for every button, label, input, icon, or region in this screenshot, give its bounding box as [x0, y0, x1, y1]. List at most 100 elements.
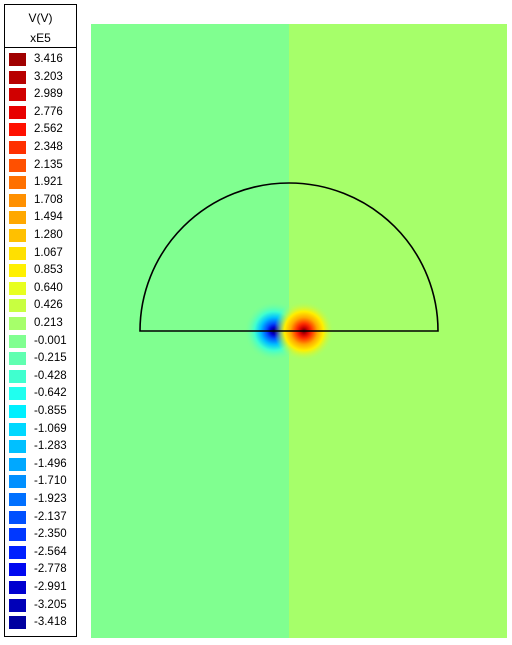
- legend-label: 1.280: [34, 229, 63, 241]
- legend-entry: -0.855: [9, 405, 75, 418]
- color-legend: V(V) xE5 3.416 3.203 2.989 2.776 2.562 2.348 2…: [4, 4, 77, 637]
- legend-scale-factor: xE5: [30, 31, 51, 45]
- legend-label: 1.921: [34, 176, 63, 189]
- legend-entry: -0.642: [9, 387, 75, 401]
- legend-label: 0.213: [34, 317, 63, 329]
- legend-swatch: [9, 176, 26, 190]
- legend-label: -2.991: [34, 581, 67, 593]
- legend-swatch: [9, 440, 26, 454]
- legend-swatch: [9, 299, 26, 313]
- legend-label: -1.283: [34, 440, 67, 453]
- legend-swatch: [9, 405, 26, 418]
- legend-entry: 2.135: [9, 158, 75, 172]
- legend-swatch: [9, 193, 26, 207]
- legend-swatch: [9, 70, 26, 84]
- legend-entry: 1.280: [9, 229, 75, 242]
- legend-entry: 0.640: [9, 281, 75, 295]
- legend-label: -2.350: [34, 528, 67, 541]
- legend-swatch: [9, 53, 26, 66]
- legend-swatch: [9, 105, 26, 119]
- legend-entry: 0.853: [9, 264, 75, 278]
- legend-swatch: [9, 264, 26, 278]
- legend-label: 0.426: [34, 299, 63, 312]
- legend-swatch: [9, 141, 26, 154]
- legend-entry: -0.215: [9, 352, 75, 366]
- legend-entry: -0.001: [9, 334, 75, 348]
- legend-entry: -1.923: [9, 493, 75, 506]
- legend-swatch: [9, 88, 26, 102]
- legend-entry: -2.778: [9, 563, 75, 577]
- legend-label: 1.067: [34, 246, 63, 259]
- legend-entry: -1.069: [9, 422, 75, 436]
- legend-label: 0.640: [34, 281, 63, 294]
- legend-label: -2.778: [34, 563, 67, 576]
- legend-header: V(V) xE5: [5, 5, 76, 48]
- legend-title: V(V): [28, 11, 53, 25]
- legend-label: 3.203: [34, 70, 63, 83]
- legend-swatch: [9, 422, 26, 436]
- legend-entry: 0.213: [9, 317, 75, 330]
- legend-entry: -3.205: [9, 598, 75, 612]
- legend-label: -0.215: [34, 352, 67, 365]
- legend-label: -0.001: [34, 334, 67, 347]
- legend-label: 2.562: [34, 123, 63, 136]
- legend-entry: -1.710: [9, 475, 75, 489]
- legend-swatch: [9, 352, 26, 366]
- potential-field-plot: [91, 24, 507, 638]
- legend-label: -0.642: [34, 387, 67, 400]
- legend-swatch: [9, 281, 26, 295]
- legend-entry: 1.921: [9, 176, 75, 190]
- legend-swatch: [9, 334, 26, 348]
- legend-swatch: [9, 211, 26, 225]
- legend-label: -2.564: [34, 545, 67, 558]
- legend-entry: 2.348: [9, 141, 75, 154]
- legend-entry: 1.494: [9, 211, 75, 225]
- legend-label: -1.923: [34, 493, 67, 505]
- legend-label: 3.416: [34, 53, 63, 65]
- legend-swatch: [9, 545, 26, 559]
- legend-swatch: [9, 229, 26, 242]
- semicircle-outline: [139, 182, 439, 332]
- legend-swatch: [9, 317, 26, 330]
- legend-entry: -2.564: [9, 545, 75, 559]
- legend-swatch: [9, 510, 26, 524]
- legend-entry: -2.137: [9, 510, 75, 524]
- legend-label: 1.708: [34, 193, 63, 206]
- legend-swatch: [9, 475, 26, 489]
- legend-label: 2.989: [34, 88, 63, 101]
- legend-label: 2.776: [34, 105, 63, 118]
- legend-label: -2.137: [34, 510, 67, 523]
- legend-entry: 3.203: [9, 70, 75, 84]
- legend-label: 0.853: [34, 264, 63, 277]
- legend-swatch: [9, 457, 26, 471]
- legend-label: -1.069: [34, 422, 67, 435]
- legend-entry: 3.416: [9, 53, 75, 66]
- legend-label: 1.494: [34, 211, 63, 224]
- legend-label: -3.205: [34, 598, 67, 611]
- legend-entry: 1.067: [9, 246, 75, 260]
- legend-swatch: [9, 123, 26, 137]
- legend-label: -0.428: [34, 369, 67, 382]
- legend-label: 2.135: [34, 158, 63, 171]
- legend-swatch: [9, 581, 26, 594]
- legend-swatch: [9, 158, 26, 172]
- legend-label: -1.496: [34, 457, 67, 470]
- legend-entry: -2.350: [9, 528, 75, 542]
- legend-label: -0.855: [34, 405, 67, 417]
- legend-entry: 2.776: [9, 105, 75, 119]
- legend-label: -1.710: [34, 475, 67, 488]
- legend-label: 2.348: [34, 141, 63, 153]
- legend-entry: 2.562: [9, 123, 75, 137]
- legend-entry: -1.283: [9, 440, 75, 454]
- legend-swatch: [9, 246, 26, 260]
- legend-swatch: [9, 369, 26, 383]
- legend-swatch: [9, 528, 26, 542]
- legend-label: -3.418: [34, 616, 67, 629]
- legend-entry: 1.708: [9, 193, 75, 207]
- legend-entry: -1.496: [9, 457, 75, 471]
- legend-entry: -2.991: [9, 581, 75, 594]
- legend-entry: 0.426: [9, 299, 75, 313]
- legend-entry: -3.418: [9, 616, 75, 630]
- legend-swatch: [9, 493, 26, 506]
- legend-swatch: [9, 598, 26, 612]
